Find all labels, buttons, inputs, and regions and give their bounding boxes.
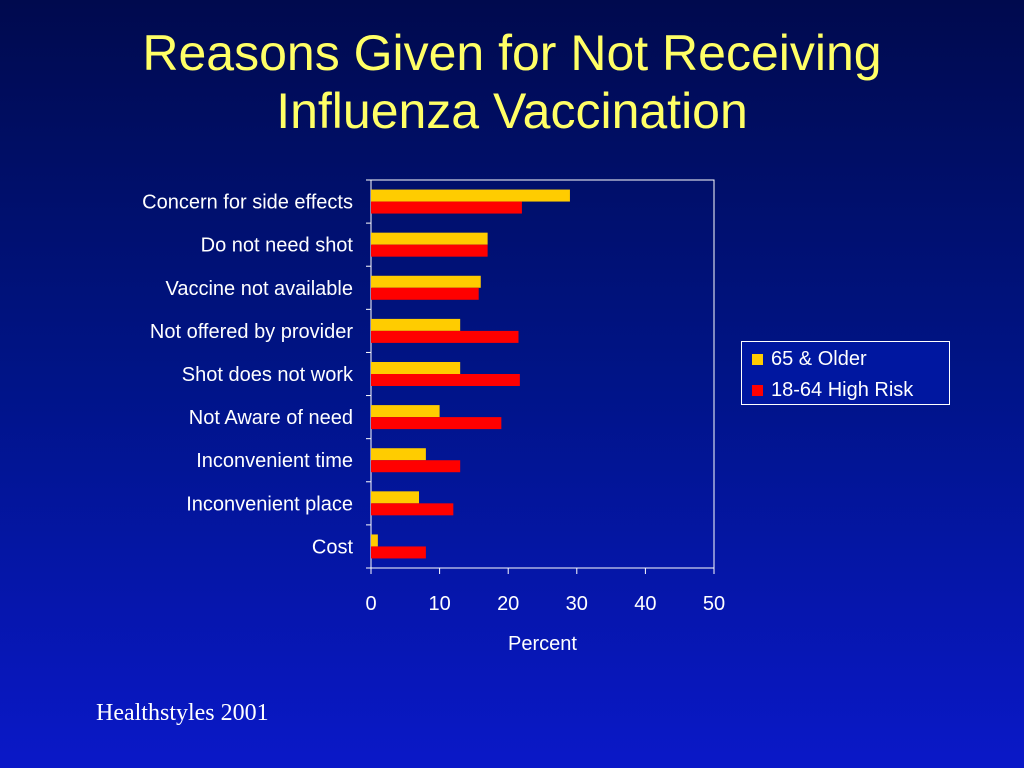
bar-18-64-high-risk xyxy=(371,546,426,559)
bar-65-older xyxy=(371,491,420,504)
category-label: Shot does not work xyxy=(182,364,354,386)
bar-65-older xyxy=(371,405,440,418)
category-label: Cost xyxy=(312,536,354,558)
bar-65-older xyxy=(371,534,378,547)
bar-18-64-high-risk xyxy=(371,503,454,516)
category-label: Inconvenient place xyxy=(186,493,353,515)
bar-18-64-high-risk xyxy=(371,201,522,214)
x-tick-label: 20 xyxy=(497,593,519,615)
bar-18-64-high-risk xyxy=(371,330,519,343)
source-note: Healthstyles 2001 xyxy=(96,700,269,726)
legend-swatch-18-64-high-risk xyxy=(752,384,763,396)
bar-18-64-high-risk xyxy=(371,417,502,430)
x-tick-label: 50 xyxy=(703,593,725,615)
bar-65-older xyxy=(371,448,426,461)
slide-title: Reasons Given for Not Receiving Influenz… xyxy=(0,24,1024,140)
legend-item-18-64-high-risk: 18-64 High Risk xyxy=(752,376,913,404)
bar-18-64-high-risk xyxy=(371,287,479,300)
slide-title-line-2: Influenza Vaccination xyxy=(276,83,748,139)
bar-18-64-high-risk xyxy=(371,460,461,473)
x-tick-label: 10 xyxy=(428,593,450,615)
category-label: Concern for side effects xyxy=(142,192,353,214)
x-tick-label: 40 xyxy=(634,593,656,615)
bar-18-64-high-risk xyxy=(371,374,520,386)
x-tick-label: 0 xyxy=(365,593,376,615)
category-label: Not offered by provider xyxy=(150,321,353,343)
category-label: Vaccine not available xyxy=(165,278,353,300)
bar-65-older xyxy=(371,189,570,202)
legend-item-65-older: 65 & Older xyxy=(752,345,867,373)
category-label: Not Aware of need xyxy=(189,407,353,429)
chart-legend: 65 & Older 18-64 High Risk xyxy=(741,341,950,405)
bar-65-older xyxy=(371,318,461,331)
bar-18-64-high-risk xyxy=(371,244,488,257)
category-label: Do not need shot xyxy=(201,235,354,257)
legend-swatch-65-older xyxy=(752,353,763,365)
bar-65-older xyxy=(371,275,481,288)
x-tick-label: 30 xyxy=(566,593,588,615)
slide-title-line-1: Reasons Given for Not Receiving xyxy=(142,25,882,81)
x-axis-title: Percent xyxy=(508,633,577,655)
legend-label-18-64-high-risk: 18-64 High Risk xyxy=(771,378,914,401)
category-label: Inconvenient time xyxy=(196,450,353,472)
bar-65-older xyxy=(371,232,488,245)
bar-65-older xyxy=(371,362,461,374)
legend-label-65-older: 65 & Older xyxy=(771,347,867,370)
